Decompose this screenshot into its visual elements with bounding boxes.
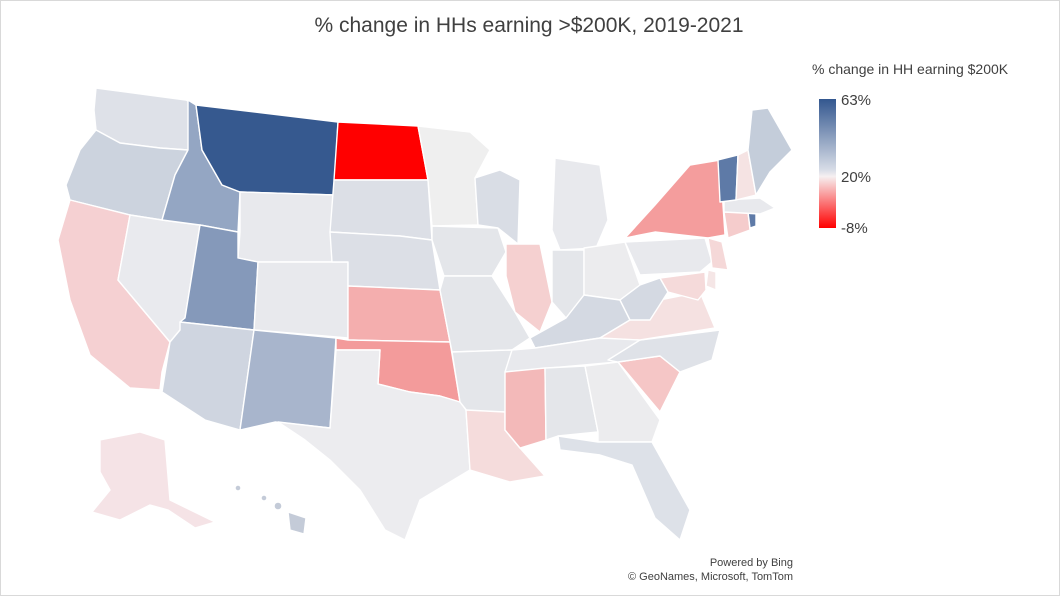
state-nm[interactable] — [239, 329, 337, 431]
legend-title: % change in HH earning $200K — [812, 61, 1009, 77]
state-al[interactable] — [544, 365, 599, 441]
state-co[interactable] — [253, 261, 349, 339]
state-ks[interactable] — [347, 285, 451, 343]
state-hi[interactable] — [287, 511, 307, 535]
state-ak[interactable] — [91, 431, 216, 529]
map-svg — [57, 87, 793, 541]
state-ia[interactable] — [431, 225, 507, 277]
hawaii-island-maui[interactable] — [273, 501, 283, 511]
hawaii-island-oahu[interactable] — [260, 494, 268, 502]
state-ms[interactable] — [504, 367, 547, 449]
copyright-text: © GeoNames, Microsoft, TomTom — [628, 571, 793, 583]
state-fl[interactable] — [557, 435, 691, 541]
powered-by-text: Powered by Bing — [709, 557, 793, 569]
state-md[interactable] — [659, 271, 707, 301]
legend-color-scale — [819, 99, 836, 228]
state-nd[interactable] — [333, 121, 429, 181]
legend-min-label: -8% — [841, 220, 868, 237]
hawaii-island-kauai[interactable] — [234, 484, 242, 492]
state-de[interactable] — [705, 269, 717, 291]
state-pa[interactable] — [624, 237, 713, 276]
state-nj[interactable] — [707, 237, 729, 271]
state-tx[interactable] — [277, 349, 471, 541]
state-vt[interactable] — [717, 154, 739, 203]
state-sd[interactable] — [329, 179, 433, 241]
state-ny[interactable] — [624, 159, 726, 239]
state-wy[interactable] — [237, 191, 335, 263]
state-mi[interactable] — [551, 157, 609, 251]
map-title: % change in HHs earning >$200K, 2019-202… — [314, 14, 744, 37]
state-ma[interactable] — [723, 197, 776, 215]
legend-mid-label: 20% — [841, 169, 872, 186]
map-credit: Powered by Bing © GeoNames, Microsoft, T… — [600, 556, 793, 584]
state-ct[interactable] — [723, 211, 751, 239]
state-az[interactable] — [161, 321, 255, 431]
state-ar[interactable] — [451, 349, 513, 413]
legend-max-label: 63% — [841, 92, 872, 109]
us-choropleth-map[interactable] — [0, 0, 800, 596]
state-me[interactable] — [747, 107, 793, 196]
